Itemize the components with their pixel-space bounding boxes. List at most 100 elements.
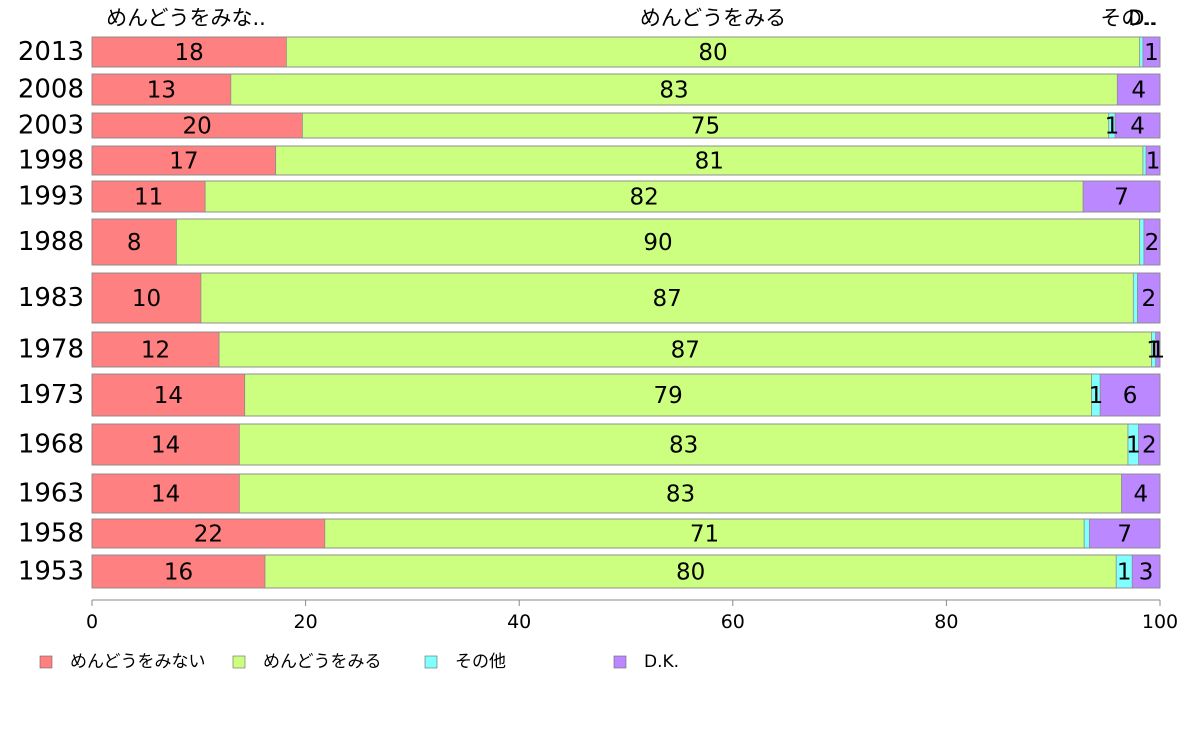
legend-swatch <box>424 655 438 669</box>
bar-value-label: 17 <box>169 149 198 175</box>
bar-segment <box>91 554 266 589</box>
bar-value-label: 14 <box>154 383 183 409</box>
bar-segment <box>239 473 1122 514</box>
legend-label: めんどうをみない <box>70 652 206 672</box>
bar-value-label: 8 <box>127 230 142 256</box>
bar-value-label: 4 <box>1131 78 1146 104</box>
series-header-label: その.. <box>1100 6 1155 30</box>
bar-value-label: 4 <box>1133 482 1148 508</box>
bar-outline <box>91 331 1161 368</box>
bar-outline <box>91 518 1161 549</box>
legend-swatch <box>39 655 53 669</box>
bar-segment <box>204 180 1084 213</box>
year-label: 1958 <box>18 519 84 549</box>
bar-outline <box>91 145 1161 176</box>
bar-value-label: 2 <box>1142 433 1157 459</box>
year-label: 1993 <box>18 182 84 212</box>
bar-segment <box>91 423 240 466</box>
year-label: 1998 <box>18 146 84 176</box>
bar-value-label: 80 <box>676 560 705 586</box>
bar-outline <box>91 272 1161 324</box>
bar-segment <box>1082 180 1161 213</box>
bar-value-label: 90 <box>643 230 672 256</box>
legend-swatch <box>232 655 246 669</box>
bar-value-label: 82 <box>630 185 659 211</box>
bar-value-label: 11 <box>134 185 163 211</box>
year-label: 2003 <box>18 111 84 141</box>
x-tick-label: 60 <box>721 611 745 633</box>
bar-value-label: 10 <box>132 286 161 312</box>
x-tick-label: 80 <box>934 611 958 633</box>
bar-value-label: 7 <box>1117 522 1132 548</box>
bar-value-label: 20 <box>183 114 212 140</box>
bar-value-label: 13 <box>147 78 176 104</box>
legend-label: その他 <box>455 652 506 672</box>
bar-segment <box>91 218 177 266</box>
year-label: 2013 <box>18 37 84 67</box>
bar-outline <box>91 112 1161 139</box>
bar-value-label: 16 <box>164 560 193 586</box>
bar-value-label: 1 <box>1089 383 1104 409</box>
bar-value-label: 14 <box>151 433 180 459</box>
x-tick-label: 100 <box>1142 611 1178 633</box>
bar-outline <box>91 180 1161 213</box>
bar-value-label: 1 <box>1146 338 1161 364</box>
bar-outline <box>91 218 1161 266</box>
year-label: 2008 <box>18 75 84 105</box>
bar-value-label: 3 <box>1139 560 1154 586</box>
bar-value-label: 71 <box>690 522 719 548</box>
bar-value-label: 83 <box>669 433 698 459</box>
bar-segment <box>1083 518 1090 549</box>
bar-value-label: 80 <box>698 40 727 66</box>
bar-value-label: 81 <box>695 149 724 175</box>
bar-segment <box>200 272 1134 324</box>
bar-outline <box>91 423 1161 466</box>
year-label: 1963 <box>18 479 84 509</box>
bar-segment <box>1139 218 1145 266</box>
bar-value-label: 75 <box>691 114 720 140</box>
bar-value-label: 2 <box>1145 230 1160 256</box>
legend-label: めんどうをみる <box>263 652 382 672</box>
series-header-label: めんどうをみな.. <box>106 6 266 30</box>
legend-label: D.K. <box>644 652 679 672</box>
series-header-label: めんどうをみる <box>640 6 786 30</box>
bar-segment <box>91 473 240 514</box>
bar-value-label: 1 <box>1151 338 1166 364</box>
bar-segment <box>275 145 1144 176</box>
bar-segment <box>1139 36 1144 68</box>
bar-segment <box>1099 373 1161 417</box>
bar-value-label: 87 <box>652 286 681 312</box>
bar-value-label: 79 <box>654 383 683 409</box>
bar-outline <box>91 36 1161 68</box>
bar-outline <box>91 373 1161 417</box>
bar-value-label: 1 <box>1146 149 1161 175</box>
x-tick-label: 40 <box>507 611 531 633</box>
bar-segment <box>1132 272 1138 324</box>
bar-outline <box>91 473 1161 514</box>
bar-value-label: 1 <box>1117 560 1132 586</box>
x-tick-label: 20 <box>294 611 318 633</box>
bar-segment <box>91 36 287 68</box>
series-header-label: D.. <box>1128 6 1158 30</box>
year-label: 1978 <box>18 335 84 365</box>
bar-value-label: 87 <box>671 338 700 364</box>
bar-value-label: 14 <box>151 482 180 508</box>
year-label: 1983 <box>18 283 84 313</box>
bar-value-label: 6 <box>1123 383 1138 409</box>
bar-value-label: 18 <box>175 40 204 66</box>
bar-outline <box>91 73 1161 106</box>
legend-swatch <box>613 655 627 669</box>
bar-value-label: 22 <box>194 522 223 548</box>
bar-segment <box>264 554 1117 589</box>
x-tick-label: 0 <box>86 611 98 633</box>
year-label: 1973 <box>18 380 84 410</box>
year-label: 1953 <box>18 557 84 587</box>
bar-value-label: 1 <box>1105 114 1120 140</box>
bar-value-label: 12 <box>141 338 170 364</box>
bar-value-label: 2 <box>1141 286 1156 312</box>
year-label: 1988 <box>18 227 84 257</box>
bar-value-label: 7 <box>1114 185 1129 211</box>
bar-value-label: 1 <box>1126 433 1141 459</box>
bar-value-label: 1 <box>1144 40 1159 66</box>
